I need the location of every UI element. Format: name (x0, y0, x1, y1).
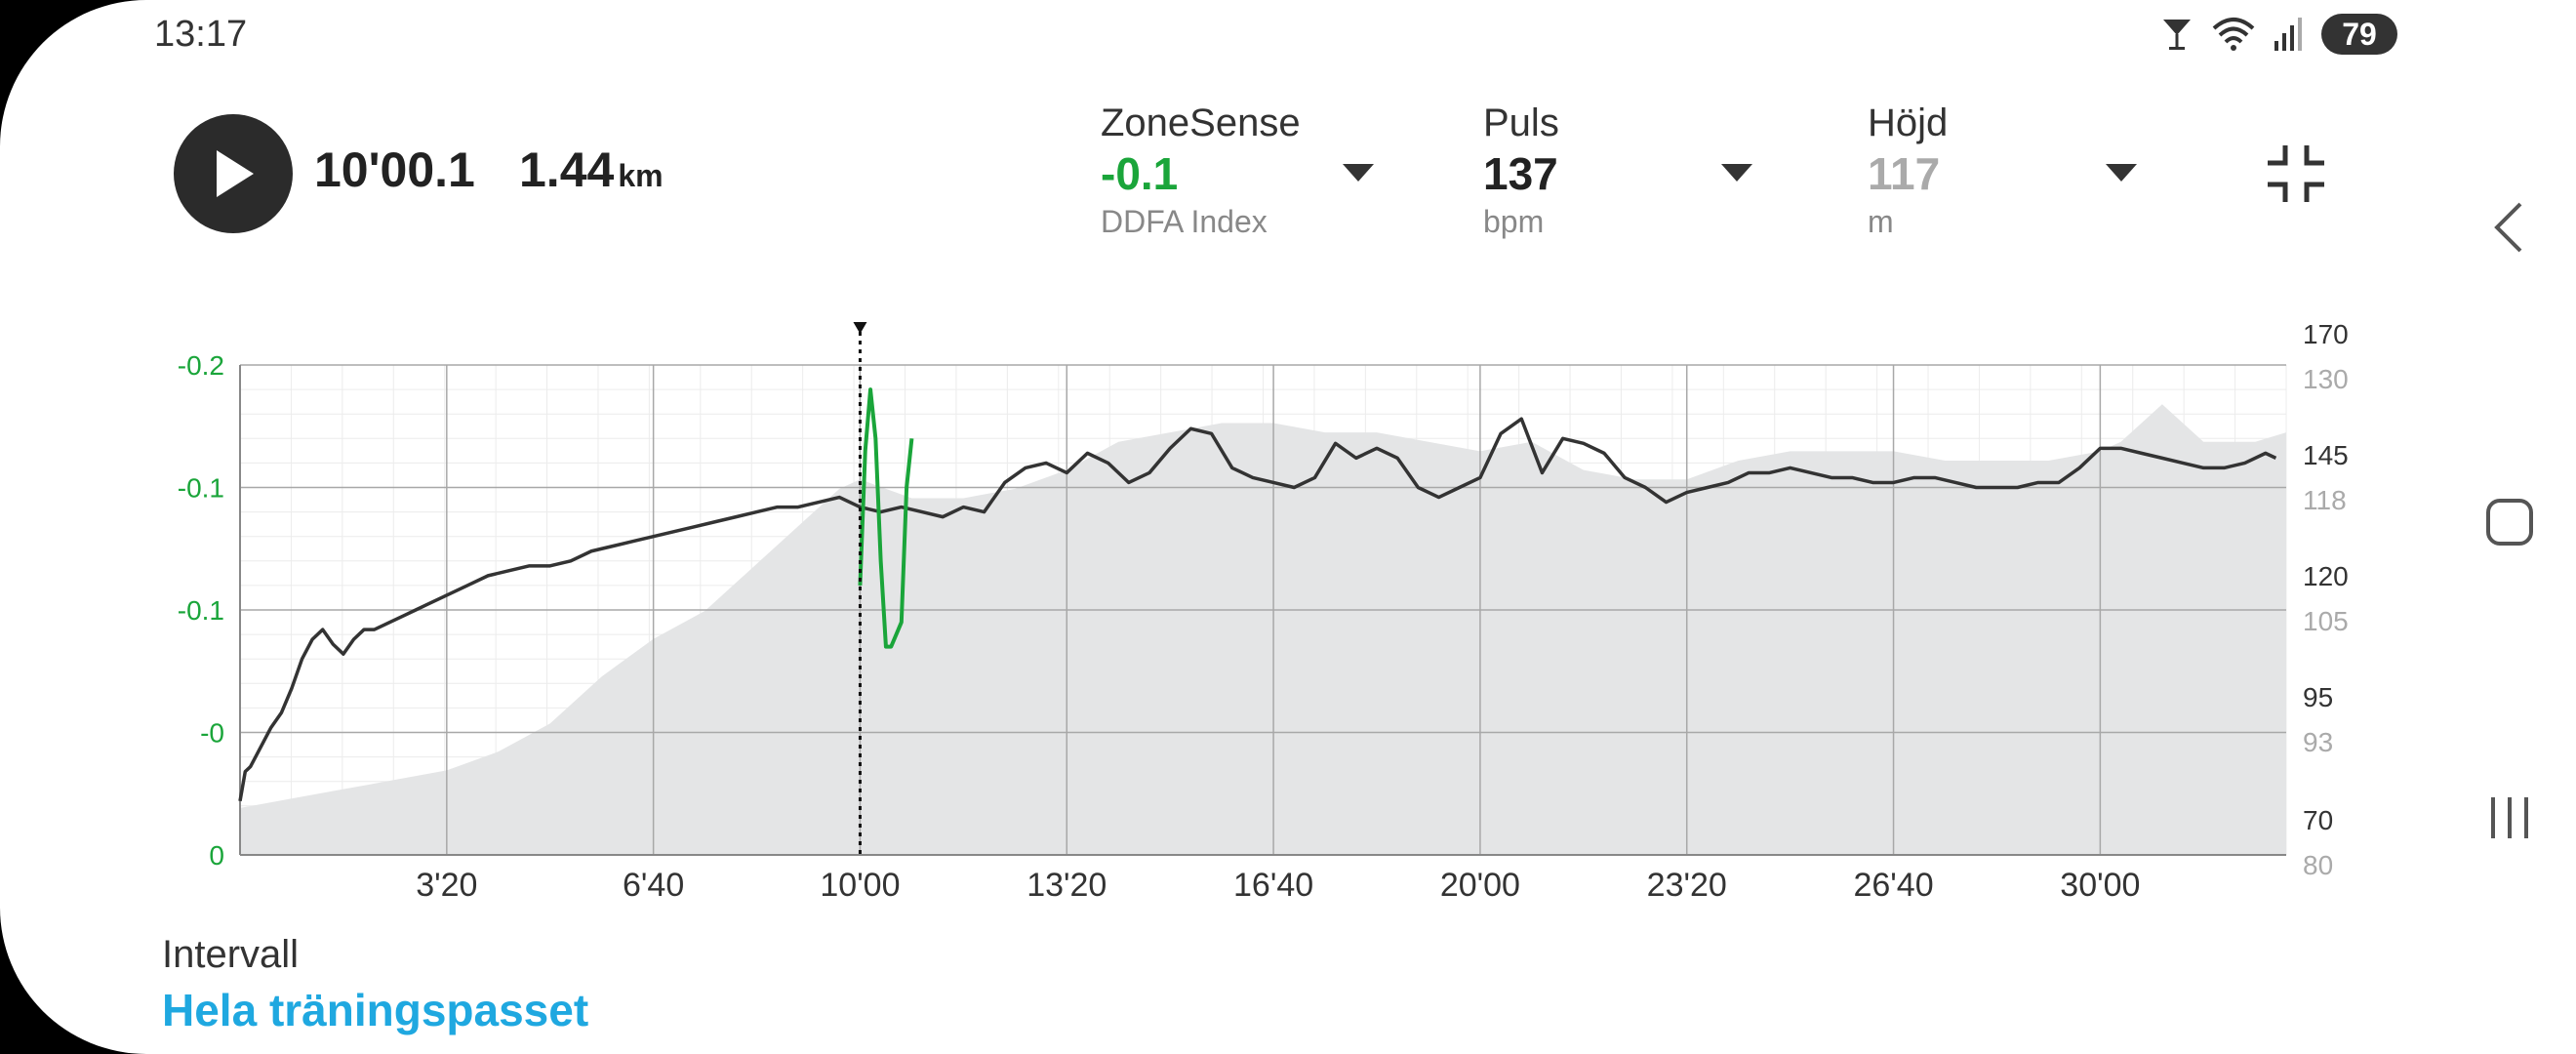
app-screen: 13:17 79 10'00.1 1.44 km ZoneSense -0.1 D… (0, 0, 2444, 1054)
zonesense-tick-label: 0 (209, 840, 224, 871)
collapse-icon[interactable] (2264, 142, 2328, 206)
heart-rate-tick-label: 145 (2303, 440, 2349, 470)
x-tick-label: 23'20 (1647, 867, 1727, 904)
signal-icon (2274, 18, 2302, 51)
distance-value: 1.44 (519, 142, 615, 197)
workout-chart[interactable]: 3'20 6'40 10'00 13'20 16'40 20'00 23'20 26'40 30… (0, 0, 2444, 917)
x-tick-label: 30'00 (2060, 867, 2140, 904)
metric-label: Puls (1483, 101, 1559, 144)
heart-rate-tick-label: 95 (2303, 682, 2333, 712)
heart-rate-tick-label: 120 (2303, 561, 2349, 591)
heart-rate-tick-label: 170 (2303, 319, 2349, 349)
altitude-tick-label: 93 (2303, 727, 2333, 757)
x-tick-label: 6'40 (623, 867, 684, 904)
x-tick-label: 20'00 (1440, 867, 1520, 904)
metric-puls[interactable]: Puls 137 bpm (1483, 101, 1752, 240)
metric-value: 137 (1483, 148, 1558, 199)
heart-rate-tick-label: 70 (2303, 805, 2333, 835)
chevron-down-icon[interactable] (1721, 164, 1752, 182)
altitude-tick-label: 80 (2303, 850, 2333, 880)
heart-rate-line (238, 417, 2277, 802)
altitude-tick-label: 105 (2303, 606, 2349, 636)
metric-value: 117 (1868, 148, 1941, 199)
cocktail-icon (2163, 20, 2191, 50)
zonesense-line (858, 387, 914, 649)
interval-label: Intervall (162, 933, 300, 976)
chevron-down-icon[interactable] (2106, 164, 2137, 182)
x-tick-label: 10'00 (820, 867, 900, 904)
zonesense-tick-label: -0.2 (178, 350, 224, 381)
play-button[interactable] (174, 114, 293, 233)
zonesense-tick-label: -0.1 (178, 473, 224, 504)
metric-unit: DDFA Index (1101, 204, 1268, 239)
interval-selector[interactable]: Hela träningspasset (162, 985, 589, 1035)
status-icons: 79 (2161, 14, 2397, 55)
x-tick-label: 3'20 (416, 867, 477, 904)
wifi-icon (2212, 18, 2255, 51)
metric-label: ZoneSense (1101, 101, 1301, 144)
metric-unit: bpm (1483, 204, 1545, 239)
distance: 1.44 km (519, 142, 664, 198)
x-tick-label: 26'40 (1853, 867, 1933, 904)
time-cursor-marker (853, 322, 867, 334)
distance-unit: km (618, 158, 664, 193)
x-tick-label: 13'20 (1026, 867, 1107, 904)
back-icon[interactable] (2489, 200, 2528, 255)
altitude-area (240, 404, 2286, 855)
altitude-tick-label: 130 (2303, 364, 2349, 394)
home-icon[interactable] (2485, 498, 2534, 547)
metric-hojd[interactable]: Höjd 117 m (1868, 101, 2137, 240)
altitude-tick-label: 118 (2303, 485, 2347, 515)
metric-label: Höjd (1868, 101, 1949, 144)
metric-unit: m (1868, 204, 1894, 239)
system-nav-bar (2444, 0, 2576, 1054)
metric-zonesense[interactable]: ZoneSense -0.1 DDFA Index (1101, 101, 1374, 240)
zonesense-tick-label: -0 (200, 718, 224, 749)
chevron-down-icon[interactable] (1343, 164, 1374, 182)
metric-value: -0.1 (1101, 148, 1179, 199)
play-icon (217, 150, 254, 197)
zonesense-tick-label: -0.1 (178, 595, 224, 626)
recents-icon[interactable] (2487, 795, 2532, 840)
x-tick-label: 16'40 (1233, 867, 1313, 904)
battery-level: 79 (2342, 16, 2377, 52)
status-time: 13:17 (154, 14, 248, 55)
elapsed-time: 10'00.1 (314, 142, 475, 197)
battery-indicator: 79 (2321, 14, 2397, 55)
